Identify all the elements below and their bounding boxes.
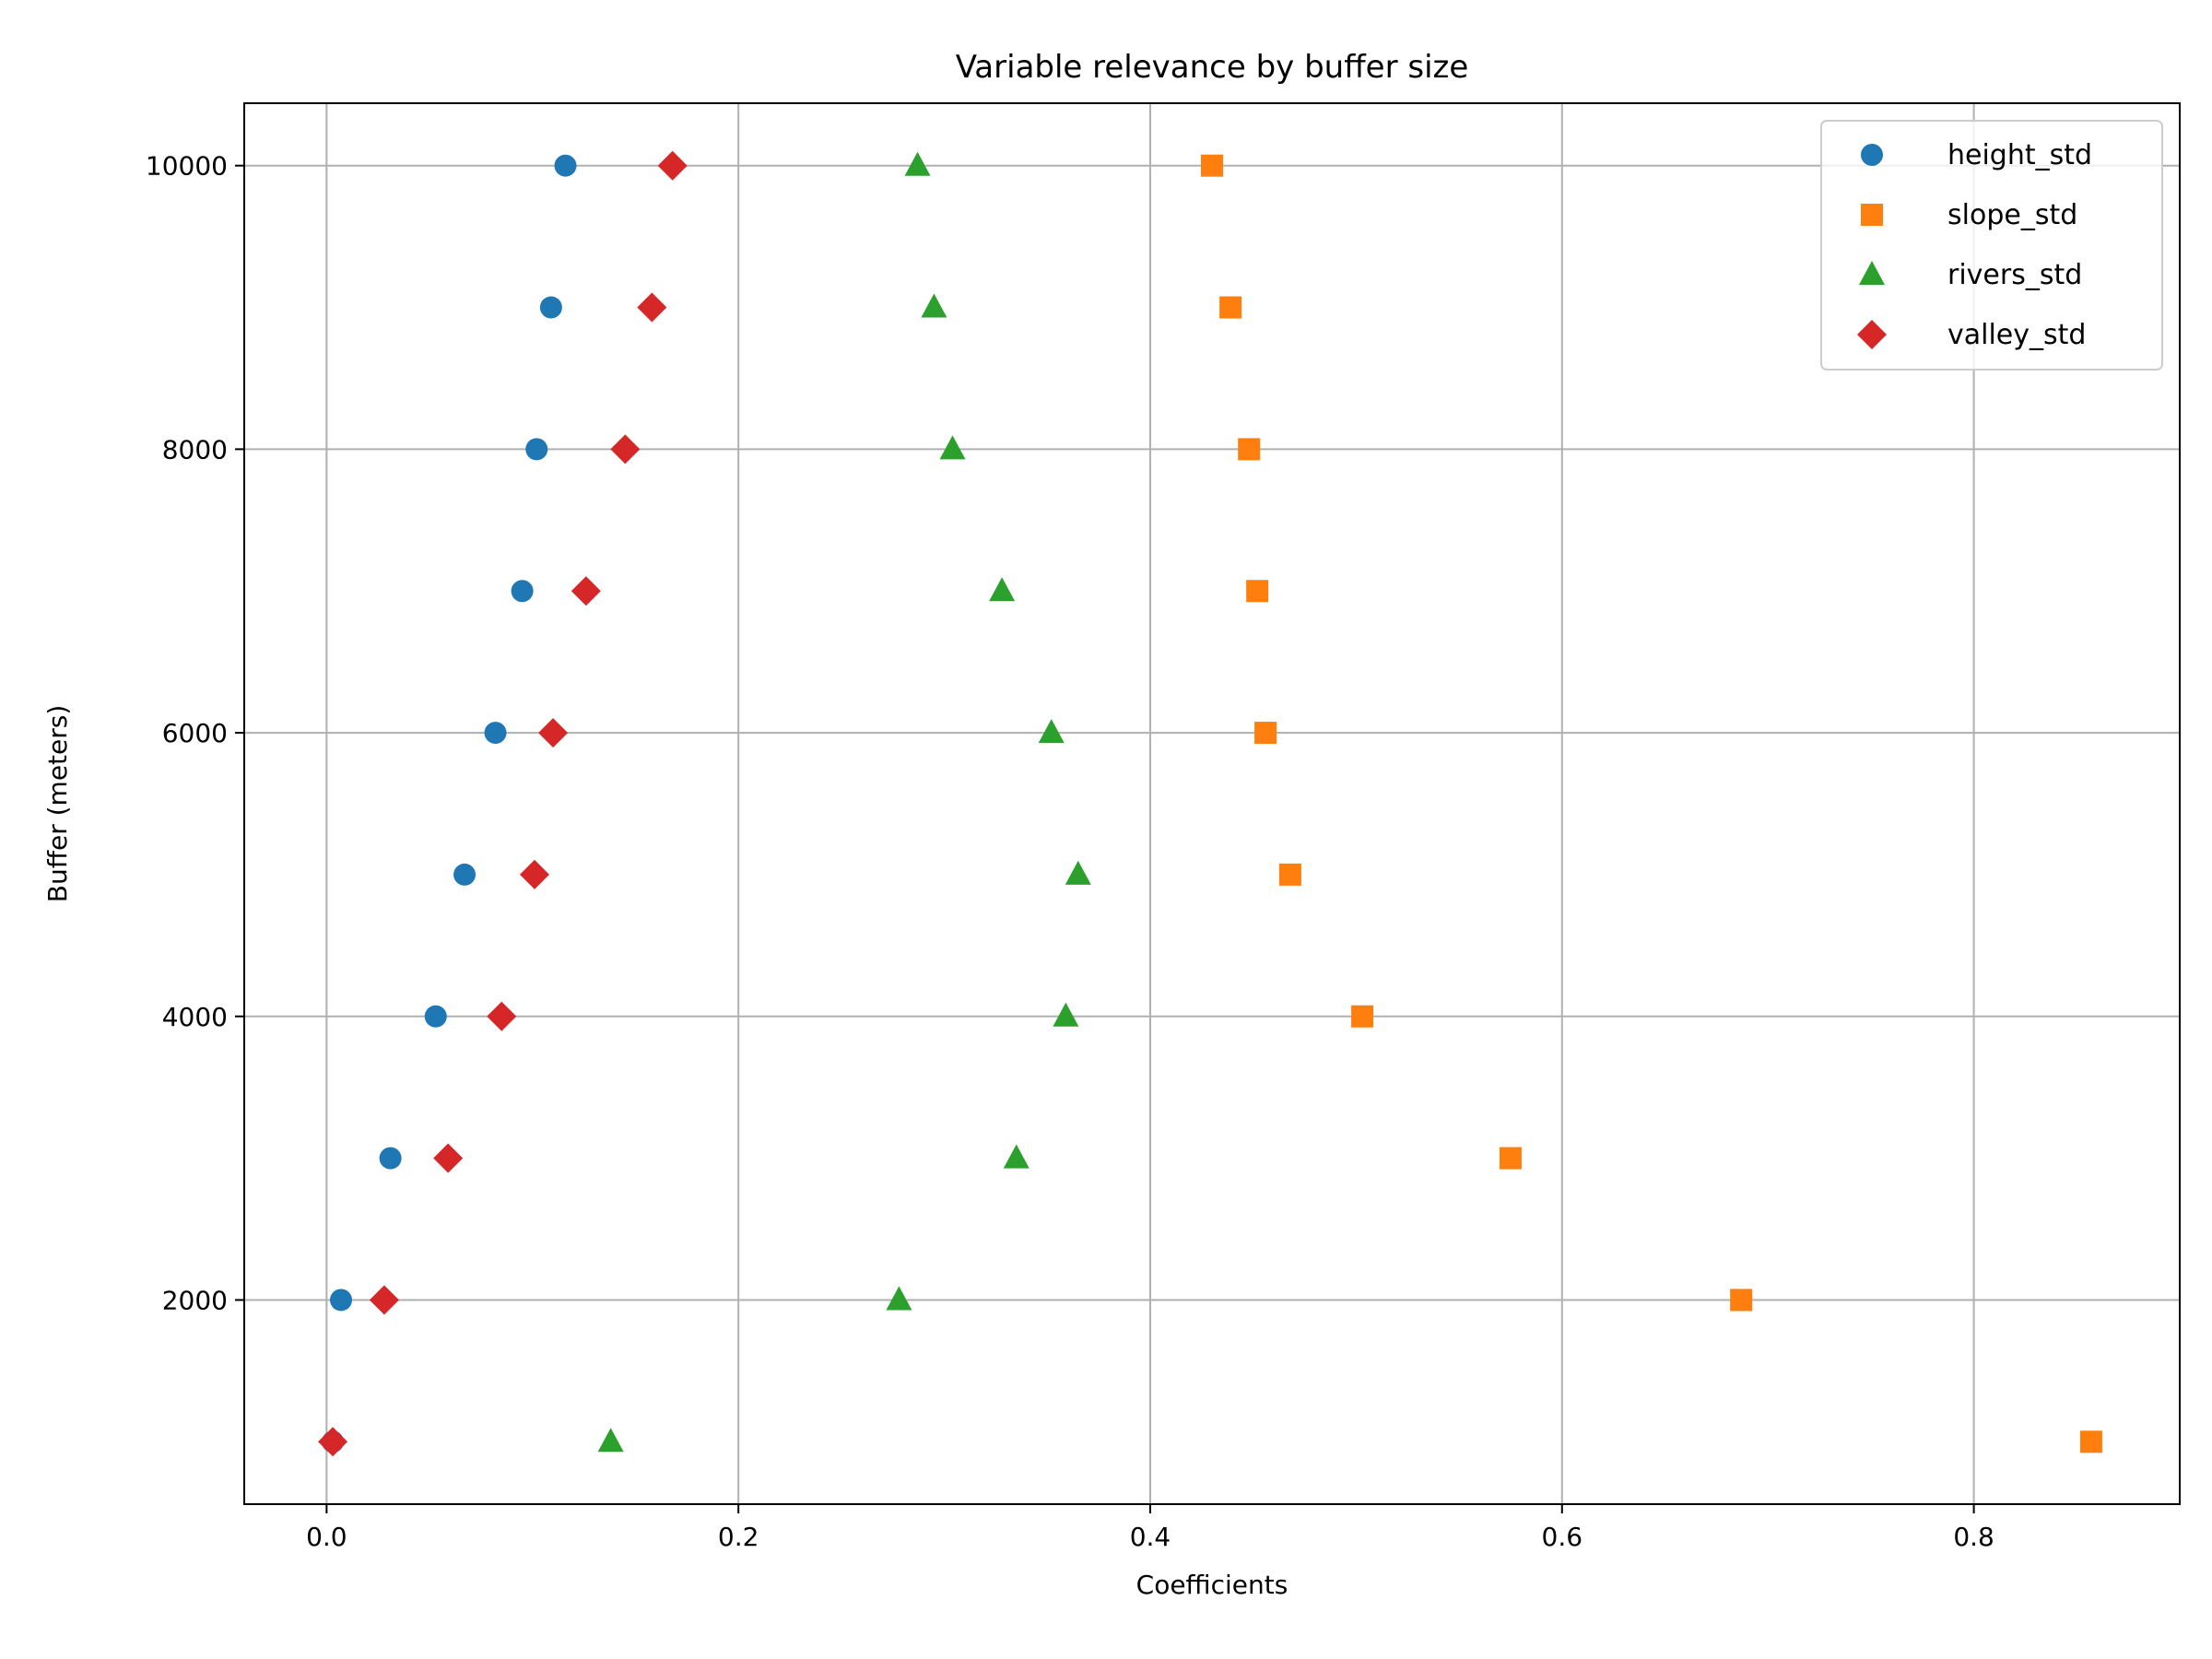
legend-item: height_std	[1861, 139, 2092, 171]
data-point	[1053, 1002, 1079, 1027]
y-tick-label: 8000	[162, 434, 228, 465]
data-point	[511, 580, 534, 603]
legend-box	[1820, 120, 2163, 371]
data-point	[1351, 1005, 1374, 1028]
data-point	[369, 1285, 399, 1315]
data-point	[1278, 863, 1301, 886]
data-point	[1246, 580, 1269, 603]
data-point	[886, 1286, 912, 1311]
data-point	[610, 434, 641, 465]
data-point	[939, 435, 966, 460]
legend-marker	[1861, 144, 1883, 166]
data-point	[484, 722, 507, 745]
y-axis-label: Buffer (meters)	[42, 705, 73, 903]
x-tick-label: 0.0	[306, 1522, 347, 1552]
y-tick-label: 4000	[162, 1002, 228, 1032]
data-point	[453, 863, 477, 886]
data-point	[904, 151, 931, 176]
data-point	[1499, 1147, 1522, 1170]
data-point	[657, 150, 688, 181]
data-point	[1238, 438, 1261, 461]
data-point	[379, 1147, 402, 1170]
data-point	[571, 576, 601, 606]
data-point	[1219, 296, 1242, 319]
data-point	[1254, 722, 1277, 745]
legend-marker	[1861, 204, 1883, 226]
legend-item: slope_std	[1861, 199, 2077, 231]
chart-title: Variable relevance by buffer size	[956, 49, 1469, 86]
x-axis-label: Coefficients	[1136, 1570, 1288, 1600]
data-point	[1065, 860, 1091, 885]
data-point	[520, 859, 549, 889]
legend-label: rivers_std	[1947, 259, 2082, 291]
x-tick-label: 0.2	[718, 1522, 759, 1552]
data-point	[1201, 154, 1223, 177]
data-point	[637, 292, 667, 323]
axis-ticks: 0.0 0.2 0.4 0.6 0.8 2000 4000 6000 8000 10000	[146, 151, 1994, 1552]
legend-item: rivers_std	[1859, 259, 2082, 291]
legend-marker	[1857, 320, 1887, 349]
data-point	[539, 296, 562, 319]
x-tick-label: 0.6	[1542, 1522, 1583, 1552]
data-point	[1730, 1288, 1753, 1312]
series-valley-std	[318, 150, 688, 1457]
x-tick-label: 0.4	[1130, 1522, 1171, 1552]
data-point	[1003, 1144, 1030, 1169]
data-point	[330, 1288, 352, 1312]
series-slope-std	[1201, 154, 2102, 1453]
y-tick-label: 2000	[162, 1285, 228, 1315]
legend-label: valley_std	[1947, 319, 2086, 351]
data-point	[989, 577, 1016, 602]
data-point	[424, 1005, 447, 1028]
data-point	[525, 438, 548, 461]
y-tick-label: 6000	[162, 718, 228, 748]
data-point	[921, 293, 947, 318]
data-point	[433, 1143, 464, 1173]
legend-label: slope_std	[1947, 199, 2077, 231]
data-point	[538, 718, 569, 748]
axes-frame	[243, 102, 2181, 1505]
y-tick-label: 10000	[146, 151, 228, 182]
legend-label: height_std	[1947, 139, 2092, 171]
data-point	[487, 1001, 517, 1031]
plot-points	[318, 150, 2102, 1457]
data-point	[554, 154, 577, 177]
data-point	[597, 1428, 624, 1453]
data-point	[1038, 719, 1065, 744]
data-point	[318, 1427, 348, 1457]
x-tick-label: 0.8	[1953, 1522, 1994, 1552]
data-point	[2079, 1430, 2102, 1453]
legend-marker	[1859, 261, 1885, 285]
legend-item: valley_std	[1857, 319, 2086, 351]
legend: height_std slope_std rivers_std valley_std	[1820, 120, 2163, 371]
series-rivers-std	[597, 151, 1091, 1453]
